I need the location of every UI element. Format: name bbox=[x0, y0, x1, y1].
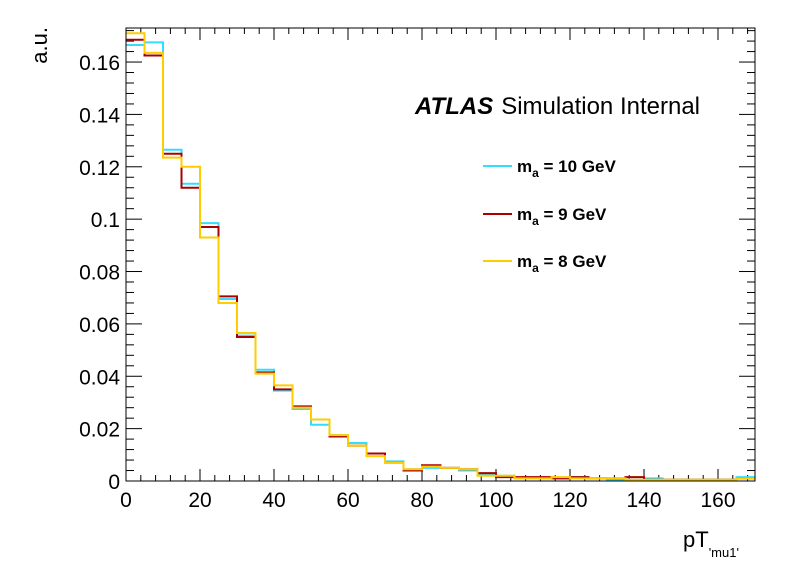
x-tick-label: 40 bbox=[262, 489, 285, 512]
x-axis-title-subscript: 'mu1' bbox=[709, 545, 739, 560]
histogram-series bbox=[126, 32, 755, 481]
x-tick-label: 140 bbox=[626, 489, 661, 512]
y-tick-labels: 0 0.02 0.04 0.06 0.08 0.1 0.12 0.14 0.16 bbox=[79, 52, 120, 494]
histogram-line bbox=[126, 32, 755, 481]
atlas-logo-text: ATLAS bbox=[414, 93, 493, 120]
y-tick-label: 0.12 bbox=[79, 157, 120, 180]
legend-label: ma = 8 GeV bbox=[517, 252, 607, 275]
x-tick-label: 20 bbox=[188, 489, 211, 512]
y-tick-label: 0.08 bbox=[79, 262, 120, 285]
y-tick-label: 0.04 bbox=[79, 366, 120, 389]
x-tick-label: 120 bbox=[552, 489, 587, 512]
y-tick-label: 0.06 bbox=[79, 314, 120, 337]
y-tick-label: 0.16 bbox=[79, 52, 120, 75]
x-axis-title: pT'mu1' bbox=[683, 527, 739, 560]
x-tick-label: 60 bbox=[336, 489, 359, 512]
atlas-status-text: Simulation Internal bbox=[501, 93, 700, 120]
y-axis-title: a.u. bbox=[27, 27, 52, 64]
legend-label: ma = 9 GeV bbox=[517, 205, 607, 228]
y-tick-label: 0.1 bbox=[91, 209, 120, 232]
x-tick-label: 0 bbox=[120, 489, 132, 512]
legend: ma = 10 GeV ma = 9 GeV ma = 8 GeV bbox=[483, 157, 616, 275]
x-tick-label: 160 bbox=[700, 489, 735, 512]
x-tick-label: 100 bbox=[478, 489, 513, 512]
y-tick-label: 0 bbox=[108, 471, 120, 494]
y-tick-label: 0.02 bbox=[79, 419, 120, 442]
y-tick-label: 0.14 bbox=[79, 104, 120, 127]
x-tick-labels: 0 20 40 60 80 100 120 140 160 bbox=[120, 489, 735, 512]
atlas-label: ATLAS Simulation Internal bbox=[414, 93, 700, 120]
legend-label: ma = 10 GeV bbox=[517, 157, 616, 180]
plot-frame bbox=[125, 27, 756, 482]
x-tick-label: 80 bbox=[410, 489, 433, 512]
x-axis-title-main: pT bbox=[683, 527, 709, 552]
